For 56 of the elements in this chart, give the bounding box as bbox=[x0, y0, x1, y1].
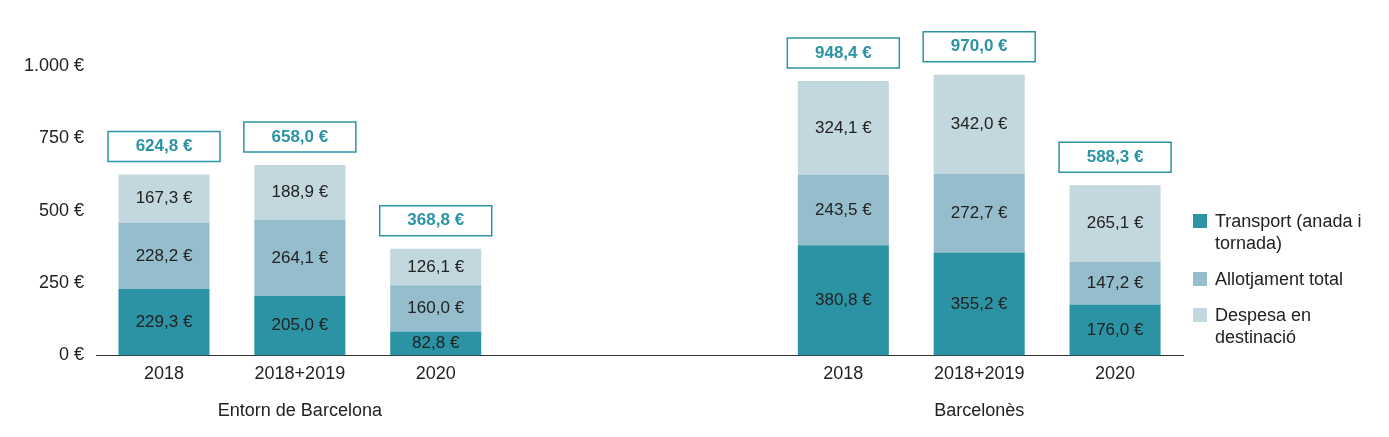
y-tick-label: 750 € bbox=[39, 127, 85, 148]
x-tick-label: 2018+2019 bbox=[933, 363, 1025, 384]
bar bbox=[933, 74, 1025, 174]
data-label: 324,1 € bbox=[814, 117, 873, 137]
x-tick-label: 2018+2019 bbox=[254, 363, 346, 384]
data-label: 126,1 € bbox=[407, 256, 465, 276]
data-label: 82,8 € bbox=[412, 333, 460, 353]
data-label: 243,5 € bbox=[814, 199, 873, 219]
bar bbox=[797, 245, 889, 356]
data-label: 205,0 € bbox=[271, 315, 329, 335]
bar bbox=[254, 164, 346, 220]
bar bbox=[1069, 261, 1161, 305]
data-label: 272,7 € bbox=[950, 202, 1009, 222]
data-label: 342,0 € bbox=[950, 113, 1009, 133]
bar bbox=[118, 223, 210, 290]
y-tick-label: 500 € bbox=[39, 199, 85, 220]
data-label: 380,8 € bbox=[814, 289, 873, 309]
data-label: 176,0 € bbox=[1086, 319, 1144, 339]
bar bbox=[254, 219, 346, 297]
y-tick-label: 0 € bbox=[59, 344, 85, 365]
bar bbox=[1069, 304, 1161, 356]
x-tick-label: 2018 bbox=[143, 363, 185, 384]
data-label: 167,3 € bbox=[135, 188, 193, 208]
x-tick-label: 2018 bbox=[823, 363, 864, 384]
bar bbox=[118, 174, 210, 223]
bar bbox=[933, 173, 1025, 253]
bar bbox=[118, 289, 210, 356]
legend-label: Transport (anada i tornada) bbox=[1215, 209, 1363, 254]
y-tick-label: 250 € bbox=[39, 272, 85, 293]
x-tick-label: 2020 bbox=[415, 363, 456, 384]
legend-label: Despesa en destinació bbox=[1215, 303, 1313, 348]
text: Entorn de Barcelona bbox=[217, 399, 383, 420]
data-label: 147,2 € bbox=[1086, 272, 1144, 292]
data-label: 160,0 € bbox=[407, 297, 465, 317]
text: Barcelonès bbox=[934, 399, 1025, 420]
total-label: 624,8 € bbox=[135, 136, 193, 156]
total-label: 970,0 € bbox=[950, 36, 1009, 56]
total-label: 658,0 € bbox=[271, 126, 329, 146]
total-label: 368,8 € bbox=[407, 210, 465, 230]
bar bbox=[254, 296, 346, 356]
x-tick-label: 2020 bbox=[1095, 363, 1136, 384]
data-label: 265,1 € bbox=[1086, 213, 1144, 233]
bar bbox=[933, 252, 1025, 356]
legend-label: Allotjament total bbox=[1215, 267, 1344, 290]
data-label: 264,1 € bbox=[271, 247, 329, 267]
data-label: 188,9 € bbox=[271, 182, 329, 201]
total-label: 588,3 € bbox=[1086, 146, 1144, 166]
bar bbox=[390, 285, 482, 332]
data-label: 228,2 € bbox=[135, 245, 193, 265]
data-label: 355,2 € bbox=[950, 293, 1009, 313]
bar bbox=[797, 80, 889, 175]
data-label: 229,3 € bbox=[135, 311, 193, 331]
bar bbox=[797, 174, 889, 246]
bar bbox=[1069, 185, 1161, 262]
total-label: 948,4 € bbox=[814, 42, 873, 62]
y-tick-label: 1.000 € bbox=[23, 54, 85, 75]
